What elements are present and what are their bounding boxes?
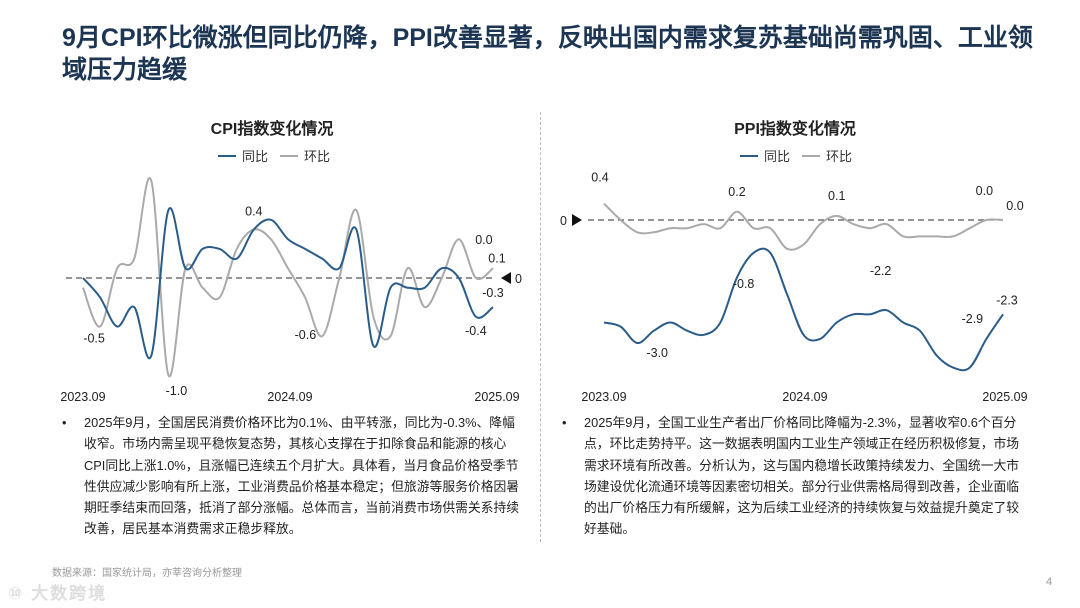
series-line-yoy	[82, 207, 494, 360]
watermark-logo-icon: ⑩	[8, 584, 32, 603]
bullet: •	[62, 415, 67, 430]
data-label: 0.2	[728, 185, 745, 199]
data-label: -2.2	[870, 264, 892, 278]
data-label: -0.3	[482, 286, 504, 300]
data-label: 0.0	[475, 233, 492, 247]
x-tick-label: 2025.09	[982, 390, 1027, 404]
page-number: 4	[1046, 576, 1053, 588]
x-tick-label: 2023.09	[60, 390, 105, 404]
x-tick-label: 2024.09	[267, 390, 312, 404]
legend-label: 环比	[826, 149, 852, 164]
data-label: -2.3	[996, 293, 1018, 307]
data-label: 0.0	[976, 184, 993, 198]
x-tick-label: 2025.09	[474, 390, 519, 404]
cpi-commentary: • 2025年9月，全国居民消费价格环比为0.1%、由平转涨，同比为-0.3%、…	[62, 412, 524, 540]
watermark-text: 大数跨境	[31, 584, 108, 603]
source-note: 数据来源：国家统计局，亦莘咨询分析整理	[52, 568, 242, 579]
chart-title: PPI指数变化情况	[734, 119, 856, 138]
data-label: -0.6	[295, 328, 317, 342]
data-label: -1.0	[166, 384, 188, 398]
zero-marker-icon	[501, 272, 511, 284]
data-label: 0.0	[1006, 199, 1023, 213]
series-line-mom	[82, 177, 494, 378]
zero-marker-label: 0	[560, 214, 567, 228]
ppi-commentary-text: 2025年9月，全国工业生产者出厂价格同比降幅为-2.3%，显著收窄0.6个百分…	[584, 415, 1020, 537]
chart-title: CPI指数变化情况	[211, 119, 334, 138]
page-title: 9月CPI环比微涨但同比仍降，PPI改善显著，反映出国内需求复苏基础尚需巩固、工…	[62, 24, 1033, 84]
watermark-logo: ⑩ 大数跨境	[8, 584, 107, 604]
x-tick-label: 2023.09	[581, 390, 626, 404]
data-label: 0.4	[245, 205, 262, 219]
cpi-commentary-text: 2025年9月，全国居民消费价格环比为0.1%、由平转涨，同比为-0.3%、降幅…	[84, 415, 520, 537]
data-label: -0.8	[733, 277, 755, 291]
zero-marker-label: 0	[515, 272, 522, 286]
data-label: -3.0	[646, 346, 668, 360]
data-label: -0.4	[465, 324, 487, 338]
series-line-mom	[603, 202, 1004, 251]
zero-marker-icon	[572, 214, 582, 226]
data-label: 0.1	[828, 189, 845, 203]
ppi-commentary: • 2025年9月，全国工业生产者出厂价格同比降幅为-2.3%，显著收窄0.6个…	[562, 412, 1024, 540]
column-divider	[540, 112, 541, 542]
data-label: -0.5	[83, 332, 105, 346]
series-line-yoy	[603, 247, 1004, 372]
data-label: 0.1	[488, 251, 505, 265]
bullet: •	[562, 415, 567, 430]
x-tick-label: 2024.09	[782, 390, 827, 404]
data-label: 0.4	[591, 171, 608, 185]
legend-label: 同比	[764, 149, 790, 164]
legend-label: 环比	[304, 149, 330, 164]
legend-label: 同比	[242, 149, 268, 164]
data-label: -2.9	[962, 312, 984, 326]
